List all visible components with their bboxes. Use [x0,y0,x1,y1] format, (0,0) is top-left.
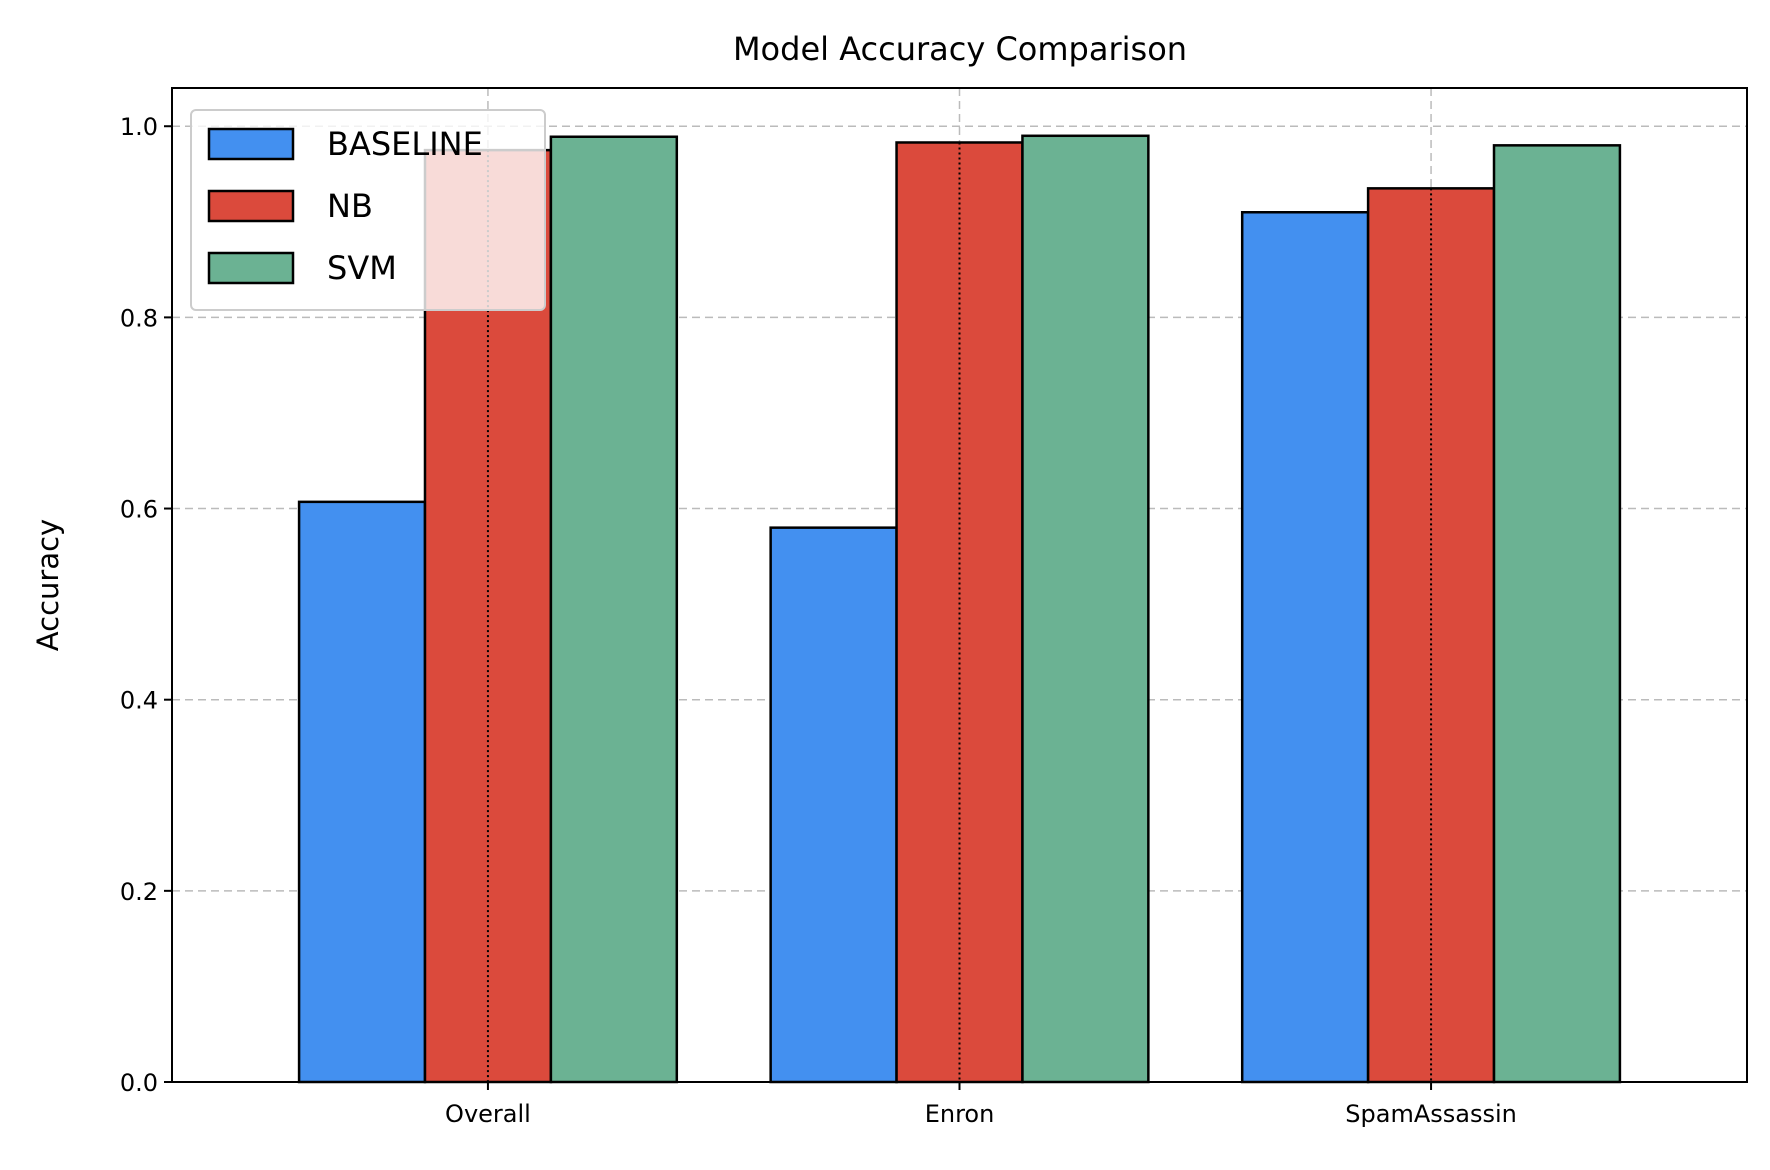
bar-svm-enron [1021,134,1150,1084]
y-axis-label: Accuracy [31,519,65,651]
y-tick-label: 0.8 [120,304,158,332]
legend-swatch-svm [207,251,295,285]
legend-label-svm: SVM [327,249,397,287]
x-tick-label: Enron [925,1100,995,1128]
bar-baseline-spamassassin [1240,211,1370,1084]
chart-title: Model Accuracy Comparison [733,30,1187,68]
y-axis-ticks: 0.0 0.2 0.4 0.6 0.8 1.0 [120,113,172,1097]
x-axis-ticks: Overall Enron SpamAssassin [445,1082,1517,1128]
y-tick-label: 0.4 [120,687,158,715]
bar-baseline-overall [297,500,427,1084]
y-tick-label: 0.6 [120,496,158,524]
y-tick-label: 0.2 [120,878,158,906]
plot-frame [171,87,1748,1083]
legend: BASELINE NB SVM [190,109,546,311]
legend-swatch-baseline [207,127,295,161]
bar-svm-spamassassin [1492,144,1622,1084]
y-tick-label: 1.0 [120,113,158,141]
legend-label-nb: NB [327,187,373,225]
legend-swatch-nb [207,189,295,223]
x-tick-label: Overall [445,1100,531,1128]
bar-baseline-enron [769,526,898,1084]
y-tick-label: 0.0 [120,1069,158,1097]
bar-svm-overall [549,135,679,1084]
x-tick-label: SpamAssassin [1345,1100,1517,1128]
legend-label-baseline: BASELINE [327,125,483,163]
